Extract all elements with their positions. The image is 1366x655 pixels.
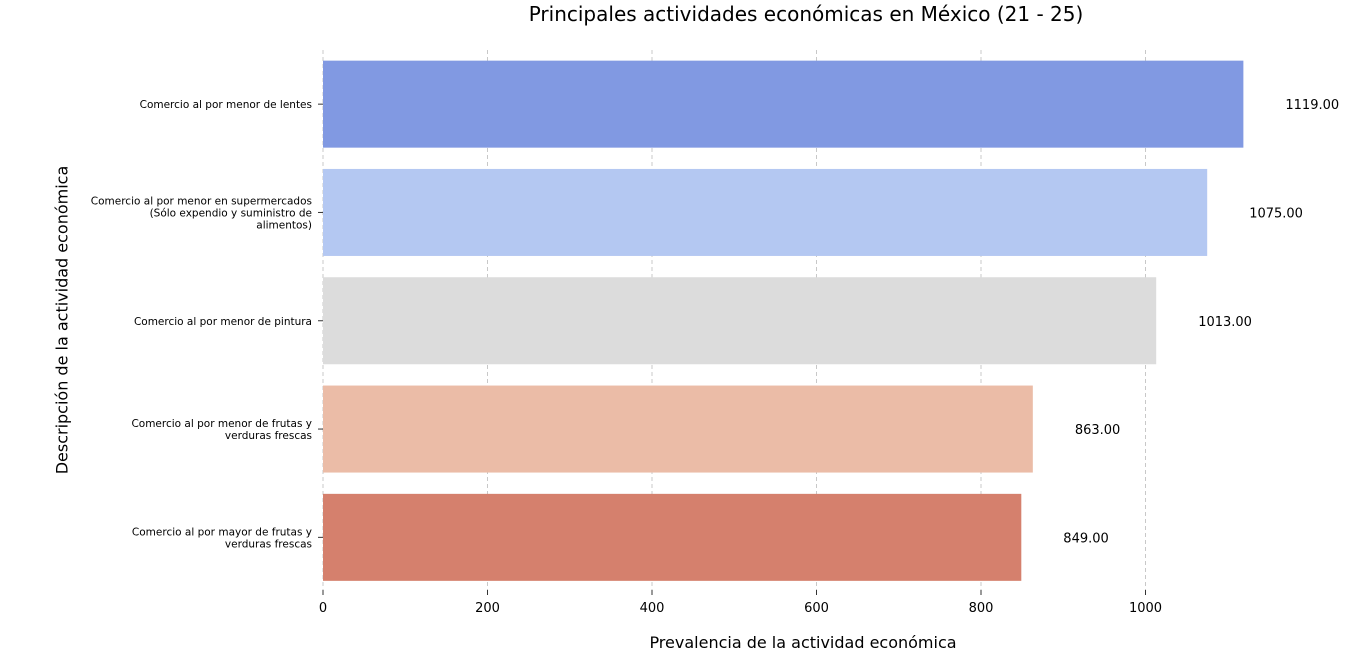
category-labels: Comercio al por menor de lentes Comercio … — [91, 99, 323, 550]
category-label: verduras frescas — [225, 430, 312, 442]
bar-value-label: 1075.00 — [1249, 206, 1303, 221]
bar-value-label: 863.00 — [1075, 423, 1121, 438]
category-label: Comercio al por menor de frutas y — [131, 418, 312, 430]
category-label: Comercio al por menor en supermercados — [91, 196, 312, 208]
value-labels: 1119.00 1075.00 1013.00 863.00 849.00 — [1063, 98, 1339, 546]
category-label: (Sólo expendio y suministro de — [150, 207, 312, 219]
x-ticks: 0 200 400 600 800 1000 — [319, 590, 1162, 616]
x-tick-label: 0 — [319, 601, 327, 616]
category-label: verduras frescas — [225, 538, 312, 550]
y-axis-label: Descripción de la actividad económica — [52, 165, 72, 475]
bar — [323, 168, 1208, 256]
x-tick-label: 800 — [969, 601, 994, 616]
bar — [323, 493, 1022, 581]
chart-title: Principales actividades económicas en Mé… — [528, 2, 1084, 26]
category-label: alimentos) — [256, 219, 312, 231]
bar — [323, 385, 1033, 473]
bar — [323, 60, 1244, 148]
category-label: Comercio al por menor de pintura — [134, 316, 312, 328]
x-tick-label: 600 — [804, 601, 829, 616]
x-axis-label: Prevalencia de la actividad económica — [649, 633, 957, 652]
bar-value-label: 849.00 — [1063, 531, 1109, 546]
bar — [323, 277, 1157, 365]
bars — [323, 60, 1244, 581]
bar-value-label: 1119.00 — [1285, 98, 1339, 113]
bar-value-label: 1013.00 — [1198, 315, 1252, 330]
category-label: Comercio al por menor de lentes — [140, 99, 312, 111]
x-tick-label: 200 — [475, 601, 500, 616]
x-tick-label: 400 — [640, 601, 665, 616]
category-label: Comercio al por mayor de frutas y — [132, 526, 312, 538]
x-tick-label: 1000 — [1129, 601, 1162, 616]
